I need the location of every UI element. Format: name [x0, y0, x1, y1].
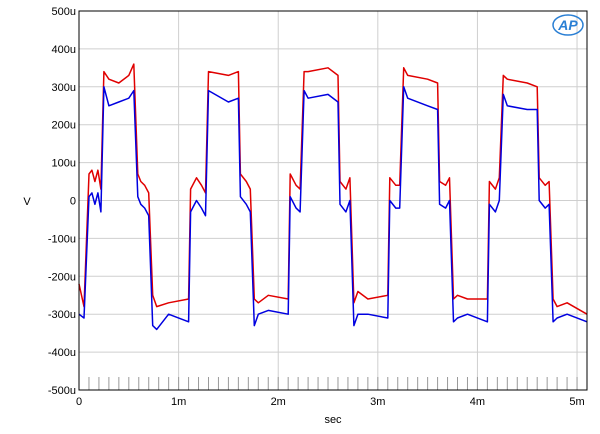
x-tick-labels: 0 1m 2m 3m 4m 5m	[76, 396, 585, 408]
ap-logo-ring	[552, 14, 584, 36]
y-tick-label: 200u	[52, 120, 76, 132]
x-tick-label: 4m	[470, 396, 485, 408]
y-tick-label: 100u	[52, 158, 76, 170]
ap-logo-text: AP	[557, 17, 578, 33]
series-lines	[78, 63, 588, 331]
y-tick-label: -100u	[48, 233, 76, 245]
plot-frame	[78, 10, 588, 391]
y-tick-label: -400u	[48, 347, 76, 359]
series-line-1	[78, 63, 588, 315]
x-tick-label: 2m	[271, 396, 286, 408]
x-tick-label: 5m	[569, 396, 584, 408]
y-tick-label: 500u	[52, 6, 76, 18]
series-line-2	[78, 86, 588, 331]
y-tick-label: 400u	[52, 44, 76, 56]
y-tick-label: -500u	[48, 385, 76, 397]
y-axis-title: V	[23, 196, 31, 208]
y-tick-label: 0	[70, 196, 76, 208]
x-tick-label: 1m	[171, 396, 186, 408]
grid-lines	[78, 10, 587, 391]
y-tick-label: -200u	[48, 271, 76, 283]
x-axis-title: sec	[324, 414, 342, 426]
y-tick-label: 300u	[52, 82, 76, 94]
minor-ticks	[88, 377, 578, 390]
x-tick-label: 0	[76, 396, 82, 408]
ap-logo: AP	[552, 14, 584, 36]
x-tick-label: 3m	[370, 396, 385, 408]
y-tick-label: -300u	[48, 309, 76, 321]
y-tick-labels: 500u 400u 300u 200u 100u 0 -100u -200u -300u -400…	[48, 6, 76, 397]
